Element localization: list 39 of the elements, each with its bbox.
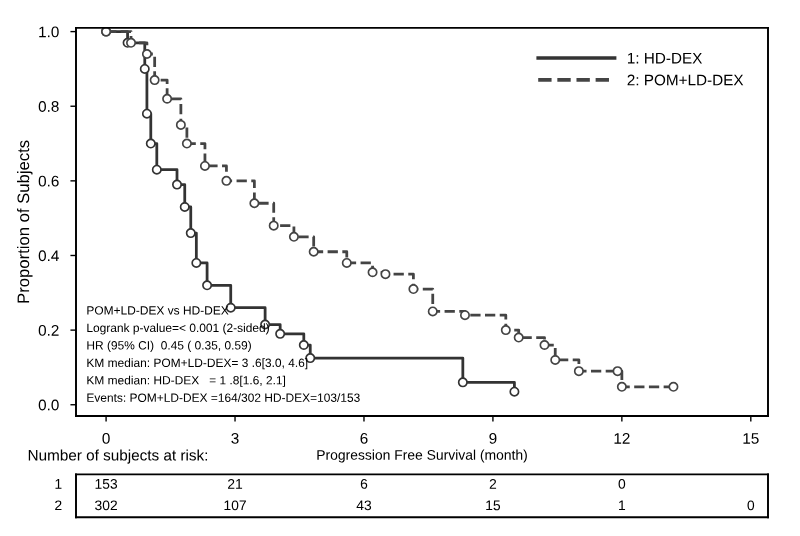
point	[141, 108, 152, 119]
point	[539, 340, 550, 351]
point	[275, 328, 286, 339]
point	[298, 340, 309, 351]
point	[172, 179, 183, 190]
point	[550, 354, 561, 365]
point	[179, 201, 190, 212]
point	[199, 160, 210, 171]
point	[249, 198, 260, 209]
point	[668, 381, 679, 392]
point	[616, 381, 627, 392]
point	[191, 257, 202, 268]
point	[268, 220, 279, 231]
point	[513, 332, 524, 343]
point	[145, 138, 156, 149]
point	[367, 267, 378, 278]
point	[509, 386, 520, 397]
point	[341, 257, 352, 268]
point	[308, 246, 319, 257]
point	[459, 310, 470, 321]
point	[181, 138, 192, 149]
point	[612, 366, 623, 377]
point	[162, 93, 173, 104]
point	[141, 48, 152, 59]
point	[149, 75, 160, 86]
point	[408, 284, 419, 295]
point	[288, 231, 299, 242]
point	[202, 280, 213, 291]
point	[221, 175, 232, 186]
point	[427, 306, 438, 317]
point	[185, 228, 196, 239]
point	[175, 119, 186, 130]
point	[500, 325, 511, 336]
point	[380, 269, 391, 280]
point	[151, 164, 162, 175]
point	[457, 377, 468, 388]
point	[573, 366, 584, 377]
y-axis-title: Proportion of Subjects	[17, 140, 33, 303]
point	[139, 63, 150, 74]
